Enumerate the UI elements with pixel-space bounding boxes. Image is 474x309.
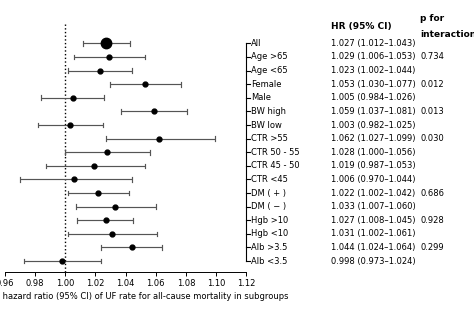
Text: Male: Male <box>251 93 271 102</box>
X-axis label: Adjusted hazard ratio (95% CI) of UF rate for all-cause mortality in subgroups: Adjusted hazard ratio (95% CI) of UF rat… <box>0 292 288 301</box>
Text: 0.030: 0.030 <box>420 134 444 143</box>
Text: 1.019 (0.987–1.053): 1.019 (0.987–1.053) <box>331 161 416 170</box>
Text: 1.003 (0.982–1.025): 1.003 (0.982–1.025) <box>331 121 416 129</box>
Text: 0.012: 0.012 <box>420 80 444 89</box>
Text: DM ( − ): DM ( − ) <box>251 202 286 211</box>
Text: 1.027 (1.012–1.043): 1.027 (1.012–1.043) <box>331 39 416 48</box>
Text: 1.006 (0.970–1.044): 1.006 (0.970–1.044) <box>331 175 416 184</box>
Text: DM ( + ): DM ( + ) <box>251 188 286 197</box>
Text: 1.027 (1.008–1.045): 1.027 (1.008–1.045) <box>331 216 416 225</box>
Text: 1.029 (1.006–1.053): 1.029 (1.006–1.053) <box>331 53 416 61</box>
Text: 1.062 (1.027–1.099): 1.062 (1.027–1.099) <box>331 134 416 143</box>
Text: CTR >55: CTR >55 <box>251 134 288 143</box>
Text: 0.299: 0.299 <box>420 243 444 252</box>
Text: CTR <45: CTR <45 <box>251 175 288 184</box>
Text: Age <65: Age <65 <box>251 66 287 75</box>
Text: Alb <3.5: Alb <3.5 <box>251 256 287 265</box>
Text: 1.028 (1.000–1.056): 1.028 (1.000–1.056) <box>331 148 416 157</box>
Text: 0.734: 0.734 <box>420 53 444 61</box>
Text: 1.005 (0.984–1.026): 1.005 (0.984–1.026) <box>331 93 416 102</box>
Text: 1.023 (1.002–1.044): 1.023 (1.002–1.044) <box>331 66 415 75</box>
Text: BW low: BW low <box>251 121 282 129</box>
Text: CTR 50 - 55: CTR 50 - 55 <box>251 148 300 157</box>
Text: 0.013: 0.013 <box>420 107 444 116</box>
Text: 1.044 (1.024–1.064): 1.044 (1.024–1.064) <box>331 243 415 252</box>
Text: p for: p for <box>420 14 444 23</box>
Text: BW high: BW high <box>251 107 286 116</box>
Text: 1.031 (1.002–1.061): 1.031 (1.002–1.061) <box>331 229 416 238</box>
Text: Hgb >10: Hgb >10 <box>251 216 288 225</box>
Text: 1.033 (1.007–1.060): 1.033 (1.007–1.060) <box>331 202 416 211</box>
Text: All: All <box>251 39 261 48</box>
Text: 0.998 (0.973–1.024): 0.998 (0.973–1.024) <box>331 256 416 265</box>
Text: Alb >3.5: Alb >3.5 <box>251 243 287 252</box>
Text: CTR 45 - 50: CTR 45 - 50 <box>251 161 300 170</box>
Text: Hgb <10: Hgb <10 <box>251 229 288 238</box>
Text: HR (95% CI): HR (95% CI) <box>331 22 392 31</box>
Text: Female: Female <box>251 80 281 89</box>
Text: interaction: interaction <box>420 30 474 39</box>
Text: 0.928: 0.928 <box>420 216 444 225</box>
Text: 1.022 (1.002–1.042): 1.022 (1.002–1.042) <box>331 188 415 197</box>
Text: Age >65: Age >65 <box>251 53 287 61</box>
Text: 1.053 (1.030–1.077): 1.053 (1.030–1.077) <box>331 80 416 89</box>
Text: 0.686: 0.686 <box>420 188 444 197</box>
Text: 1.059 (1.037–1.081): 1.059 (1.037–1.081) <box>331 107 416 116</box>
